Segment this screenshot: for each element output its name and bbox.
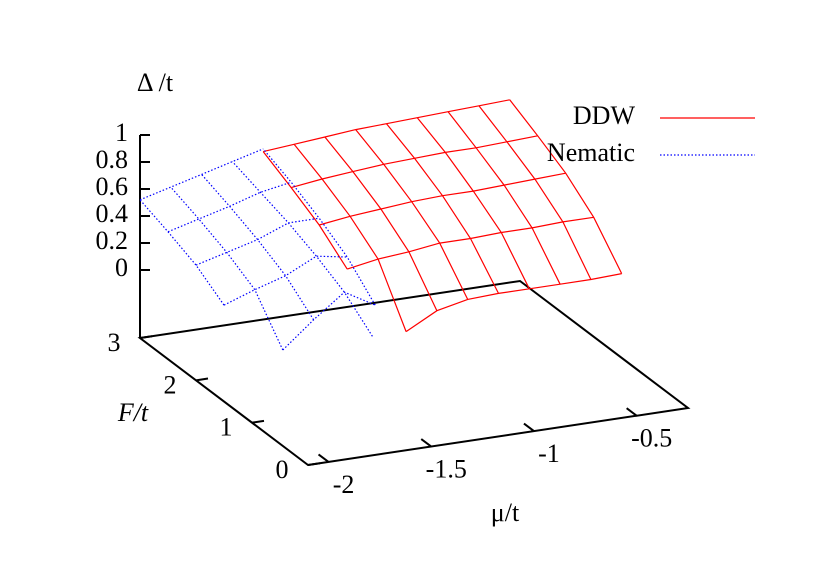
- y-tick: [139, 335, 153, 339]
- y-tick-label: 2: [164, 370, 177, 399]
- x-tick: [317, 453, 330, 463]
- z-tick-label: 0: [115, 253, 128, 282]
- y-tick: [307, 462, 321, 466]
- z-tick-label: 0.4: [96, 199, 129, 228]
- surface-line: [282, 291, 376, 351]
- y-tick-label: 0: [276, 455, 289, 484]
- surface-line: [347, 216, 594, 270]
- surface-line: [405, 273, 622, 333]
- surface-line: [291, 135, 538, 189]
- z-axis-title: Δ /t: [137, 68, 174, 97]
- x-tick-label: -0.5: [631, 424, 672, 453]
- surface-line: [324, 136, 438, 311]
- surface-line: [170, 186, 284, 351]
- surface-line: [139, 148, 264, 201]
- y-tick-label: 1: [220, 413, 233, 442]
- x-tick: [420, 438, 432, 448]
- surface-line: [223, 255, 348, 306]
- z-tick-label: 0.6: [96, 172, 129, 201]
- y-axis-title: F/t: [117, 398, 149, 427]
- surface-line: [319, 172, 566, 226]
- surface-line: [139, 199, 225, 306]
- x-tick-label: -1.5: [426, 454, 467, 483]
- x-axis-title: μ/t: [491, 498, 520, 527]
- surface-line: [201, 174, 315, 321]
- y-tick-label: 3: [108, 328, 121, 357]
- legend-label: Nematic: [547, 138, 635, 167]
- legend-label: DDW: [573, 101, 636, 130]
- y-tick: [195, 377, 209, 382]
- surface-line: [262, 151, 348, 270]
- x-tick-label: -2: [333, 470, 355, 499]
- x-tick: [626, 407, 638, 417]
- surface-line: [263, 99, 510, 153]
- z-tick-label: 0.8: [96, 145, 129, 174]
- surface-line: [231, 161, 373, 337]
- surface-line: [195, 217, 320, 266]
- z-tick-label: 0.2: [96, 226, 129, 255]
- surface-line: [167, 181, 292, 233]
- z-tick-label: 1: [115, 118, 128, 147]
- x-tick-label: -1: [538, 439, 560, 468]
- x-tick: [523, 422, 535, 432]
- y-tick: [251, 419, 265, 424]
